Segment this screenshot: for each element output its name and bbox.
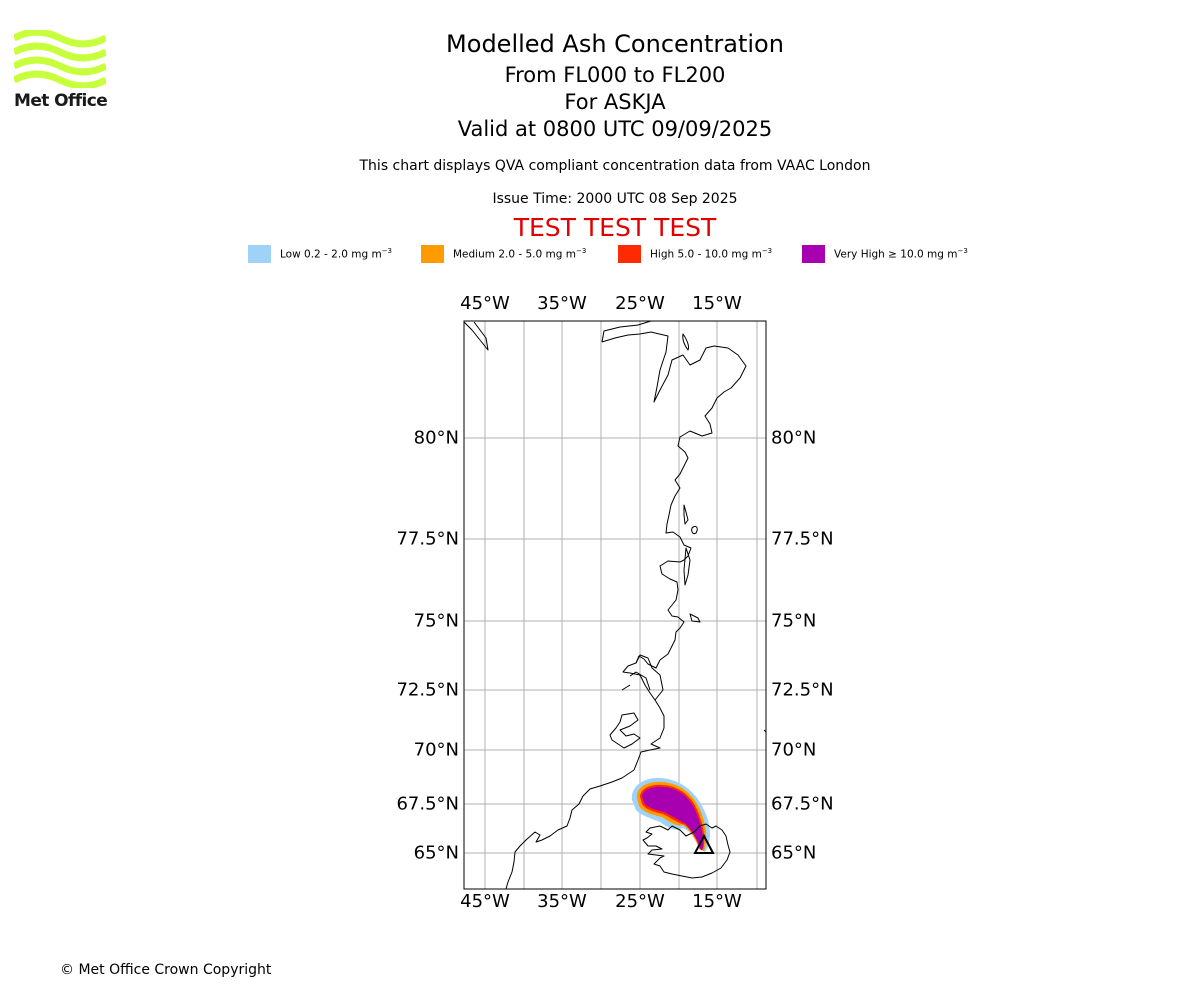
- lat-tick-right-70n: 70°N: [771, 739, 817, 761]
- lon-tick-bottom-25w: 25°W: [615, 891, 665, 912]
- lat-tick-left-80n: 80°N: [413, 427, 459, 449]
- map-frame: [463, 320, 767, 890]
- legend-label-high: High 5.0 - 10.0 mg m−3: [650, 247, 773, 261]
- iceland-coast: [642, 823, 731, 879]
- island-1: [682, 333, 689, 351]
- island-4: [683, 547, 691, 586]
- lat-tick-right-80n: 80°N: [771, 427, 817, 449]
- fjord-kangerlussuaq: [609, 712, 641, 749]
- lat-tick-right-67-5n: 67.5°N: [771, 793, 834, 815]
- valid-time: Valid at 0800 UTC 09/09/2025: [457, 117, 773, 141]
- lat-tick-left-65n: 65°N: [413, 842, 459, 864]
- lon-tick-top-25w: 25°W: [615, 293, 665, 314]
- legend-item-very-high: Very High ≥ 10.0 mg m−3: [802, 244, 968, 264]
- coastlines: [464, 321, 766, 889]
- legend-swatch-high: [618, 245, 641, 263]
- test-banner: TEST TEST TEST: [513, 213, 717, 242]
- greenland-east-coast: [505, 321, 747, 889]
- legend-swatch-very-high: [802, 245, 825, 263]
- lon-tick-top-15w: 15°W: [692, 293, 742, 314]
- legend-label-very-high: Very High ≥ 10.0 mg m−3: [834, 247, 968, 261]
- copyright-notice: © Met Office Crown Copyright: [60, 962, 272, 978]
- logo-text: Met Office: [14, 91, 108, 111]
- lat-tick-right-77-5n: 77.5°N: [771, 528, 834, 550]
- legend-swatch-medium: [421, 245, 444, 263]
- legend-label-low: Low 0.2 - 2.0 mg m−3: [280, 247, 393, 261]
- chart-title: Modelled Ash Concentration: [446, 30, 784, 58]
- lat-tick-right-72-5n: 72.5°N: [771, 679, 834, 701]
- lat-tick-left-70n: 70°N: [413, 739, 459, 761]
- island-3: [691, 525, 698, 535]
- northwest-coast: [464, 321, 489, 351]
- lat-tick-left-75n: 75°N: [413, 610, 459, 632]
- lon-tick-top-45w: 45°W: [460, 293, 510, 314]
- lon-tick-top-35w: 35°W: [537, 293, 587, 314]
- island-2: [683, 504, 689, 525]
- legend-item-medium: Medium 2.0 - 5.0 mg m−3: [421, 244, 586, 264]
- greenland-north-fragment: [601, 331, 656, 343]
- legend-label-medium: Medium 2.0 - 5.0 mg m−3: [453, 247, 587, 261]
- lat-tick-left-77-5n: 77.5°N: [396, 528, 459, 550]
- volcano-marker-icon: [693, 833, 715, 854]
- met-office-logo-icon: [14, 30, 106, 88]
- flight-level-range: From FL000 to FL200: [504, 63, 726, 87]
- compliance-note: This chart displays QVA compliant concen…: [359, 158, 871, 174]
- lon-tick-bottom-35w: 35°W: [537, 891, 587, 912]
- island-5: [689, 613, 701, 623]
- lon-tick-bottom-15w: 15°W: [692, 891, 742, 912]
- issue-time: Issue Time: 2000 UTC 08 Sep 2025: [492, 191, 738, 207]
- ash-plume-very-high: [642, 786, 704, 850]
- lat-tick-left-67-5n: 67.5°N: [396, 793, 459, 815]
- lon-tick-bottom-45w: 45°W: [460, 891, 510, 912]
- lat-tick-right-65n: 65°N: [771, 842, 817, 864]
- lat-tick-left-72-5n: 72.5°N: [396, 679, 459, 701]
- volcano-name: For ASKJA: [564, 90, 666, 114]
- legend-item-high: High 5.0 - 10.0 mg m−3: [618, 244, 772, 264]
- fjord-scoresby: [621, 654, 664, 701]
- legend-item-low: Low 0.2 - 2.0 mg m−3: [248, 244, 392, 264]
- lat-tick-right-75n: 75°N: [771, 610, 817, 632]
- legend-swatch-low: [248, 245, 271, 263]
- map-gridlines: [464, 321, 766, 889]
